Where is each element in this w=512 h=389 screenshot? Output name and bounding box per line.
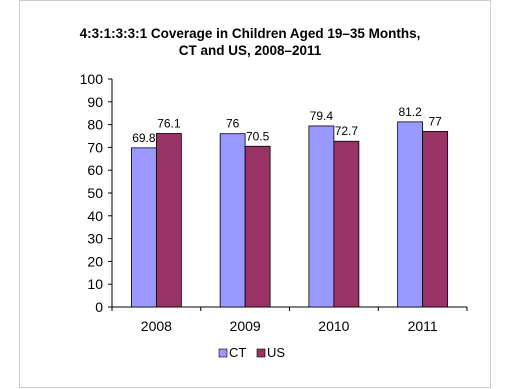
bar-us [155, 133, 182, 308]
chart-title-line-1: 4:3:1:3:3:1 Coverage in Children Aged 19… [80, 26, 421, 41]
x-tick-label: 2008 [141, 318, 172, 334]
bar-ct [219, 133, 246, 308]
legend-swatch-us [256, 348, 266, 358]
data-label: 76.1 [157, 116, 181, 130]
legend: CT US [218, 345, 285, 360]
legend-label-ct: CT [229, 345, 246, 360]
y-tick-label: 20 [87, 253, 103, 269]
x-tick-label: 2009 [230, 318, 261, 334]
y-tick-label: 70 [87, 139, 103, 155]
y-tick-label: 100 [80, 71, 104, 87]
data-label: 72.7 [335, 124, 359, 138]
bar-ct [397, 121, 424, 308]
bar-us [333, 140, 360, 308]
chart-title-line-2: CT and US, 2008–2011 [179, 43, 322, 58]
data-label: 81.2 [398, 105, 422, 119]
bar-ct [130, 147, 157, 308]
y-tick-label: 50 [87, 185, 103, 201]
bar-us [244, 145, 271, 308]
y-tick-label: 80 [87, 117, 103, 133]
y-tick-label: 40 [87, 208, 103, 224]
data-label: 69.8 [132, 131, 156, 145]
data-label: 70.5 [246, 129, 270, 143]
data-label: 76 [226, 117, 240, 131]
y-tick-label: 60 [87, 162, 103, 178]
x-tick-label: 2010 [318, 318, 349, 334]
y-tick-label: 30 [87, 231, 103, 247]
y-tick-label: 90 [87, 94, 103, 110]
legend-label-us: US [267, 345, 285, 360]
y-tick-label: 10 [87, 276, 103, 292]
bar-ct [308, 125, 335, 308]
x-tick-label: 2011 [408, 318, 438, 334]
plot-area: 0 10 20 30 40 50 60 70 80 90 100 2008 69.876.1 2009 76… [80, 71, 468, 334]
legend-swatch-ct [218, 348, 228, 358]
bar-us [422, 131, 449, 308]
data-label: 79.4 [310, 109, 334, 123]
y-tick-label: 0 [95, 299, 103, 315]
data-label: 77 [428, 114, 442, 128]
